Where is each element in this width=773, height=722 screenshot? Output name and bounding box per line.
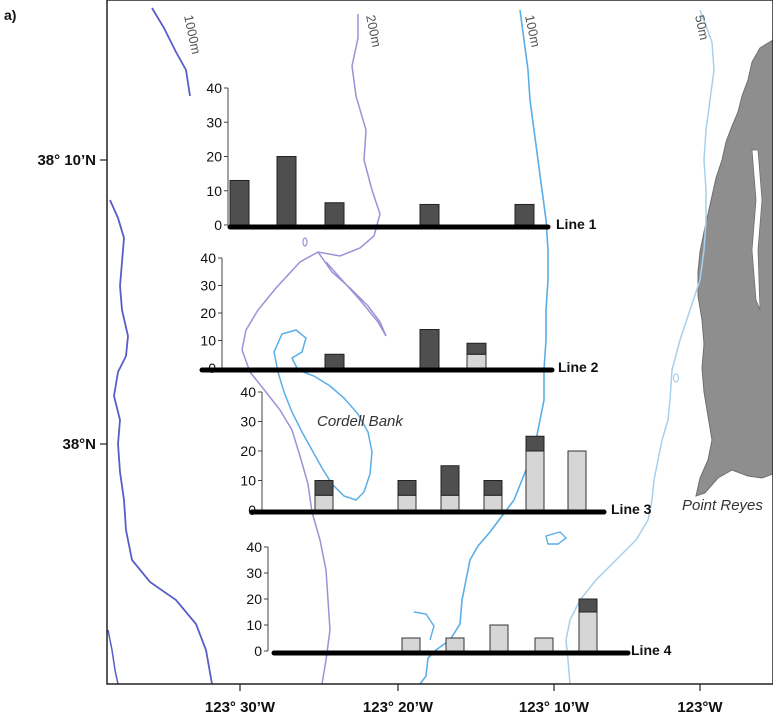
chart-4-bar-5-light <box>578 611 598 652</box>
contour-label-1000m: 1000m <box>181 14 204 56</box>
contour-50m-islet <box>672 373 680 383</box>
chart-1-ytick-label-0: 0 <box>214 217 222 233</box>
chart-3-bar-3-light <box>440 494 460 511</box>
chart-3-bar-5-light <box>525 450 545 511</box>
chart-3-ytick-label-20: 20 <box>240 443 256 459</box>
chart-1-bar-3-dark <box>324 202 345 226</box>
map-frame <box>106 0 773 685</box>
chart-4-ytick-label-20: 20 <box>246 591 262 607</box>
chart-2-bar-3-dark <box>466 342 487 355</box>
chart-4-ytick-label-40: 40 <box>246 539 262 555</box>
chart-2-bar-3-light <box>466 353 487 369</box>
chart-1-bar-1-dark <box>229 179 250 226</box>
contour-1000m-west <box>107 629 119 685</box>
contour-1000m <box>109 7 213 685</box>
chart-1-ytick-label-10: 10 <box>206 183 222 199</box>
lat-label-38-10: 38° 10’N <box>37 152 96 169</box>
label-cordell-bank: Cordell Bank <box>317 413 404 430</box>
contour-100m-cordell-bank <box>273 329 373 501</box>
contour-200m-spur <box>317 251 387 337</box>
chart-4-bar-3-light <box>489 624 509 652</box>
label-point-reyes: Point Reyes <box>682 497 763 514</box>
chart-1-bar-2-dark <box>276 156 297 226</box>
lon-label-123-10: 123° 10’W <box>519 699 590 716</box>
chart-2-ytick-label-20: 20 <box>200 305 216 321</box>
chart-1-ytick-label-40: 40 <box>206 80 222 96</box>
lon-label-123-20: 123° 20’W <box>363 699 434 716</box>
chart-1-bar-4-dark <box>419 203 440 226</box>
contour-200m <box>241 14 381 685</box>
chart-3-bar-3-dark <box>440 465 460 496</box>
chart-3-bar-4-dark <box>483 480 503 496</box>
chart-3-bar-4-light <box>483 494 503 511</box>
chart-4-bar-5-dark <box>578 598 598 613</box>
chart-2-bar-1-dark <box>324 353 345 369</box>
chart-4-bar-4-light <box>534 637 554 652</box>
contour-label-200m: 200m <box>363 14 384 49</box>
transect-chart-1: 0 10 20 30 40 Line 1 <box>206 80 596 233</box>
chart-3-bar-6-light <box>567 450 587 511</box>
contour-100m-patch <box>545 531 568 545</box>
chart-2-ytick-label-10: 10 <box>200 333 216 349</box>
chart-4-ytick-label-10: 10 <box>246 617 262 633</box>
chart-3-bar-2-light <box>397 494 417 511</box>
contour-200m-islet <box>302 237 308 247</box>
chart-4-bar-1-light <box>401 637 421 652</box>
chart-3-ytick-label-10: 10 <box>240 473 256 489</box>
chart-2-ytick-label-40: 40 <box>200 250 216 266</box>
chart-1-ytick-label-20: 20 <box>206 149 222 165</box>
map-area: 38° 10’N 38°N 123° 30’W 123° 20’W 123° 1… <box>37 0 773 716</box>
transect-line-label-4: Line 4 <box>631 642 672 658</box>
chart-3-bar-1-light <box>314 494 334 511</box>
transect-chart-4: 0 10 20 30 40 Line 4 <box>246 539 671 659</box>
chart-4-bar-2-light <box>445 637 465 652</box>
chart-4-ytick-label-0: 0 <box>254 643 262 659</box>
chart-2-bar-2-dark <box>419 329 440 369</box>
chart-1-ytick-label-30: 30 <box>206 114 222 130</box>
chart-3-ytick-label-40: 40 <box>240 384 256 400</box>
land-point-reyes <box>695 39 773 497</box>
chart-1-bar-5-dark <box>514 203 535 226</box>
transect-line-label-3: Line 3 <box>611 501 652 517</box>
lat-label-38: 38°N <box>62 436 96 453</box>
transect-line-label-2: Line 2 <box>558 359 599 375</box>
panel-label: a) <box>4 7 16 23</box>
contour-label-100m: 100m <box>522 14 543 49</box>
lon-label-123-30: 123° 30’W <box>205 699 276 716</box>
chart-3-ytick-label-30: 30 <box>240 414 256 430</box>
chart-2-ytick-label-30: 30 <box>200 278 216 294</box>
chart-3-bar-1-dark <box>314 480 334 496</box>
contour-label-50m: 50m <box>692 14 712 42</box>
lon-label-123: 123°W <box>677 699 723 716</box>
land-inlet <box>751 149 763 311</box>
chart-3-bar-5-dark <box>525 435 545 452</box>
chart-3-bar-2-dark <box>397 480 417 496</box>
contour-50m <box>565 9 715 685</box>
contour-100m-patch-2 <box>413 611 435 641</box>
transect-line-label-1: Line 1 <box>556 216 597 232</box>
chart-4-ytick-label-30: 30 <box>246 565 262 581</box>
